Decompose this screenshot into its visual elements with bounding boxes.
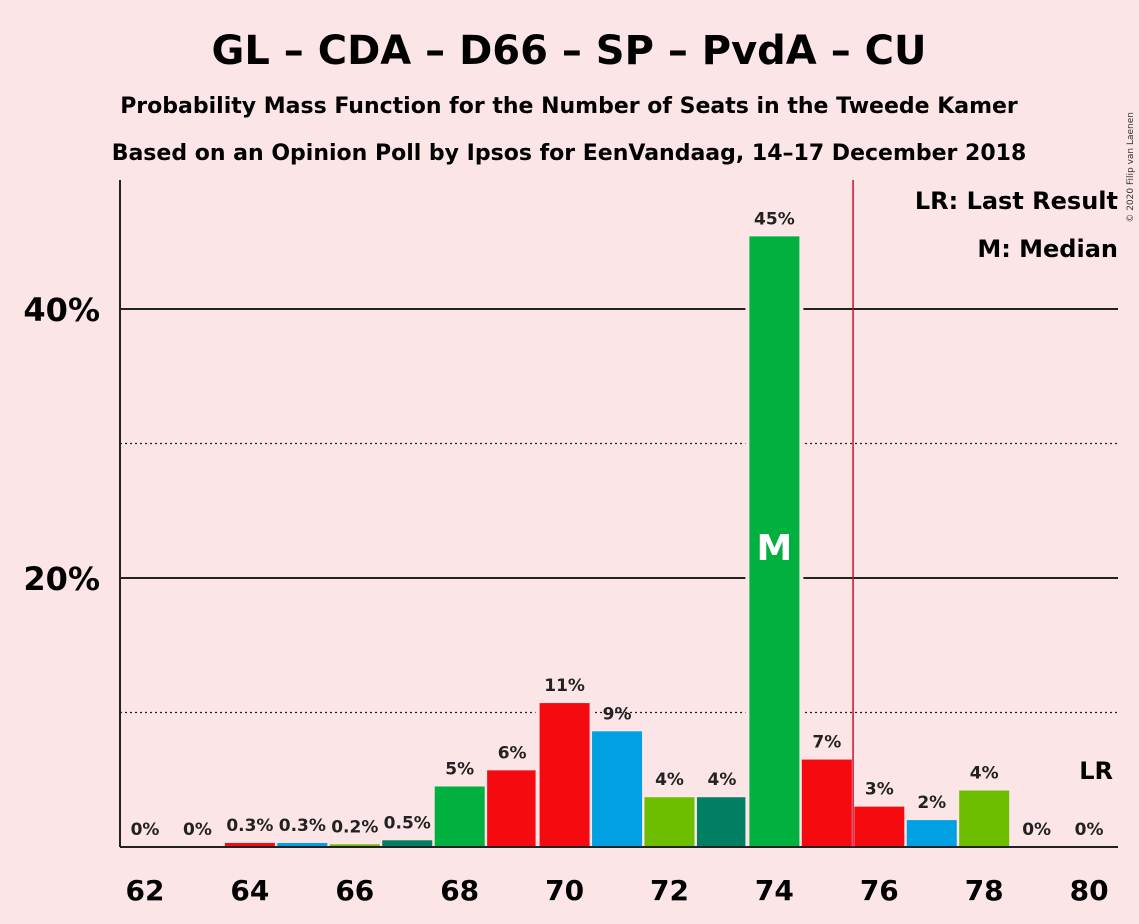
data-label-63: 0% — [183, 820, 212, 840]
data-label-79: 0% — [1022, 820, 1051, 840]
data-label-75: 7% — [812, 733, 841, 753]
bar-64 — [224, 842, 275, 847]
y-tick-label: 40% — [23, 291, 100, 329]
data-label-73: 4% — [708, 770, 737, 790]
bar-76 — [854, 806, 905, 847]
data-label-66: 0.2% — [331, 817, 378, 837]
bar-71 — [592, 731, 643, 847]
bar-68 — [434, 786, 485, 847]
chart-subtitle-1: Probability Mass Function for the Number… — [120, 94, 1018, 119]
bar-74 — [749, 236, 800, 847]
data-label-70: 11% — [544, 676, 585, 696]
median-marker: M — [756, 528, 792, 569]
y-tick-label: 20% — [23, 560, 100, 598]
bar-72 — [644, 797, 695, 847]
bar-70 — [539, 703, 590, 847]
bar-65 — [277, 842, 328, 847]
last-result-marker: LR — [1079, 757, 1113, 785]
data-label-65: 0.3% — [279, 816, 326, 836]
bar-75 — [801, 759, 852, 847]
bar-77 — [906, 820, 957, 847]
data-label-72: 4% — [655, 770, 684, 790]
data-label-68: 5% — [445, 759, 474, 779]
data-label-78: 4% — [970, 764, 999, 784]
bar-69 — [487, 770, 538, 847]
chart-title: GL – CDA – D66 – SP – PvdA – CU — [212, 28, 927, 74]
data-label-71: 9% — [603, 704, 632, 724]
bar-67 — [382, 840, 433, 847]
x-tick-label: 68 — [440, 874, 479, 907]
bar-66 — [329, 844, 380, 847]
legend-median: M: Median — [977, 235, 1118, 263]
data-label-76: 3% — [865, 780, 894, 800]
x-tick-label: 66 — [335, 874, 374, 907]
y-tick-labels: 20% 40% — [23, 291, 100, 598]
gridlines — [120, 308, 1118, 714]
chart-subtitle-2: Based on an Opinion Poll by Ipsos for Ee… — [112, 141, 1027, 166]
x-tick-label: 70 — [545, 874, 584, 907]
x-tick-labels: 62 64 66 68 70 72 74 76 78 80 — [126, 874, 1109, 907]
bar-73 — [696, 797, 747, 847]
data-label-69: 6% — [498, 743, 527, 763]
x-tick-label: 78 — [965, 874, 1004, 907]
x-tick-label: 74 — [755, 874, 794, 907]
data-label-77: 2% — [917, 793, 946, 813]
x-tick-label: 62 — [126, 874, 165, 907]
x-tick-label: 80 — [1070, 874, 1109, 907]
data-label-62: 0% — [131, 820, 160, 840]
data-label-67: 0.5% — [384, 813, 431, 833]
x-tick-label: 64 — [230, 874, 269, 907]
data-label-64: 0.3% — [226, 816, 273, 836]
data-labels: 0% 0% 0.3% 0.3% 0.2% 0.5%5%6%11%9%4% 4%45%7%3%… — [131, 209, 1104, 840]
legend-last-result: LR: Last Result — [915, 187, 1118, 215]
bar-78 — [959, 790, 1010, 847]
data-label-74: 45% — [754, 209, 795, 229]
data-label-80: 0% — [1075, 820, 1104, 840]
x-tick-label: 76 — [860, 874, 899, 907]
copyright-note: © 2020 Filip van Laenen — [1126, 112, 1136, 223]
bars — [224, 226, 1010, 847]
x-tick-label: 72 — [650, 874, 689, 907]
